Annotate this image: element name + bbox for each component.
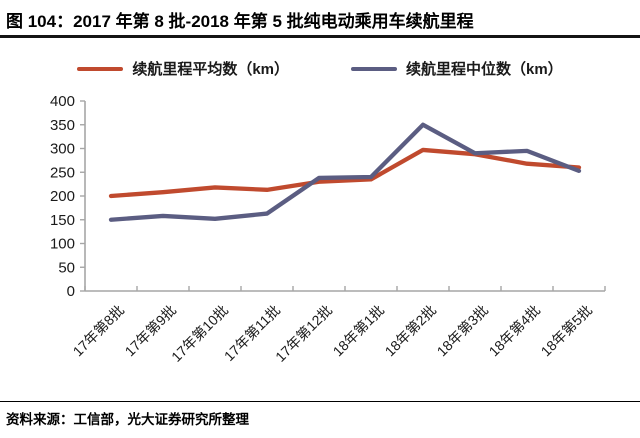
legend-label-median: 续航里程中位数（km）	[406, 61, 563, 78]
chart-legend: 续航里程平均数（km） 续航里程中位数（km）	[0, 38, 640, 83]
legend-item-median: 续航里程中位数（km）	[351, 58, 563, 79]
title-divider	[0, 35, 640, 38]
svg-text:17年第10批: 17年第10批	[168, 302, 231, 365]
legend-item-average: 续航里程平均数（km）	[77, 58, 289, 79]
svg-text:350: 350	[50, 117, 75, 134]
svg-text:18年第4批: 18年第4批	[486, 302, 544, 360]
figure-title: 图 104：2017 年第 8 批-2018 年第 5 批纯电动乘用车续航里程	[6, 12, 474, 31]
svg-text:150: 150	[50, 212, 75, 229]
svg-text:400: 400	[50, 93, 75, 110]
svg-text:17年第12批: 17年第12批	[272, 302, 335, 365]
svg-text:18年第3批: 18年第3批	[434, 302, 492, 360]
svg-text:17年第8批: 17年第8批	[70, 302, 128, 360]
average-line-swatch	[77, 66, 124, 71]
svg-text:200: 200	[50, 188, 75, 205]
median-line-swatch	[351, 66, 397, 71]
legend-label-average: 续航里程平均数（km）	[132, 61, 289, 78]
svg-text:0: 0	[67, 283, 75, 300]
svg-text:300: 300	[50, 141, 75, 158]
svg-text:18年第2批: 18年第2批	[382, 302, 440, 360]
svg-text:250: 250	[50, 164, 75, 181]
line-chart: 05010015020025030035040017年第8批17年第9批17年第…	[50, 93, 606, 365]
svg-text:18年第5批: 18年第5批	[538, 302, 596, 360]
footer-divider	[0, 401, 640, 402]
svg-text:50: 50	[58, 259, 75, 276]
svg-text:100: 100	[50, 236, 75, 253]
source-note: 资料来源：工信部，光大证券研究所整理	[6, 412, 249, 427]
svg-text:18年第1批: 18年第1批	[330, 302, 388, 360]
